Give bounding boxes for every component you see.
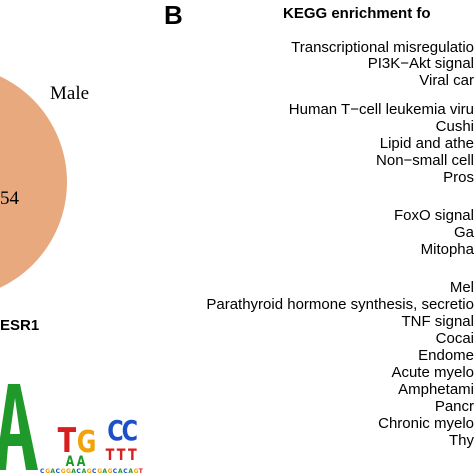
motif-small-letter: G xyxy=(61,468,66,474)
kegg-term: Cocai xyxy=(435,330,474,347)
kegg-term: Amphetami xyxy=(398,381,474,398)
kegg-term: Cushi xyxy=(435,118,474,135)
motif-small-letter: C xyxy=(76,468,81,474)
motif-small-letter: C xyxy=(123,468,128,474)
kegg-term: Viral car xyxy=(419,72,474,89)
kegg-term: Ga xyxy=(453,224,474,241)
kegg-term: Acute myelo xyxy=(391,364,474,381)
kegg-term: Mel xyxy=(449,279,474,296)
motif-small-letter: A xyxy=(82,468,87,474)
venn-label-male: Male xyxy=(50,83,90,104)
kegg-term: Pancr xyxy=(434,398,474,415)
venn-diagram xyxy=(0,76,67,288)
motif-letter-c-1: C xyxy=(107,413,123,446)
motif-letter-c-2: C xyxy=(122,413,138,446)
kegg-term: Transcriptional misregulatio xyxy=(291,39,474,56)
motif-letter-a-large xyxy=(0,384,38,470)
kegg-term: Pros xyxy=(443,169,474,186)
kegg-term: PI3K−Akt signal xyxy=(367,55,474,72)
motif-letter-t-3: T xyxy=(128,447,137,465)
motif-small-letter: C xyxy=(113,468,118,474)
motif-small-letter: A xyxy=(71,468,76,474)
kegg-term: Parathyroid hormone synthesis, secretio xyxy=(206,296,474,313)
venn-count: 54 xyxy=(0,188,19,209)
motif-small-letter: G xyxy=(45,468,50,474)
kegg-term: FoxO signal xyxy=(393,207,474,224)
motif-small-letter: A xyxy=(50,468,55,474)
motif-title: ESR1 xyxy=(0,317,40,334)
motif-small-letter: C xyxy=(40,468,45,474)
motif-small-letter: G xyxy=(97,468,102,474)
kegg-term: Chronic myelo xyxy=(378,415,474,432)
kegg-term: Human T−cell leukemia viru xyxy=(288,101,474,118)
motif-small-letter: T xyxy=(139,468,144,474)
kegg-term: Thy xyxy=(448,432,474,449)
motif-small-letter: G xyxy=(66,468,71,474)
motif-letter-g: G xyxy=(77,425,97,459)
motif-small-letter: A xyxy=(102,468,107,474)
motif-letter-t-2: T xyxy=(117,447,126,465)
motif-small-letter: A xyxy=(118,468,123,474)
motif-letter-a-2: A xyxy=(77,453,86,470)
kegg-term: TNF signal xyxy=(401,313,474,330)
kegg-term: Lipid and athe xyxy=(379,135,474,152)
motif-letter-t: T xyxy=(58,421,77,461)
motif-small-letter: C xyxy=(92,468,97,474)
motif-small-letter: G xyxy=(108,468,113,474)
motif-small-letter: G xyxy=(134,468,139,474)
kegg-title: KEGG enrichment fo xyxy=(283,5,431,22)
kegg-term: Endome xyxy=(418,347,474,364)
venn-circle-male xyxy=(0,76,67,288)
kegg-term: Mitopha xyxy=(420,241,474,258)
kegg-term: Non−small cell xyxy=(376,152,474,169)
motif-small-letter: G xyxy=(87,468,92,474)
panel-b-label: B xyxy=(164,0,183,30)
motif-letter-a-1: A xyxy=(66,453,75,470)
motif-small-letter: C xyxy=(56,468,61,474)
motif-small-letter: A xyxy=(128,468,133,474)
motif-letter-t-1: T xyxy=(106,447,115,465)
